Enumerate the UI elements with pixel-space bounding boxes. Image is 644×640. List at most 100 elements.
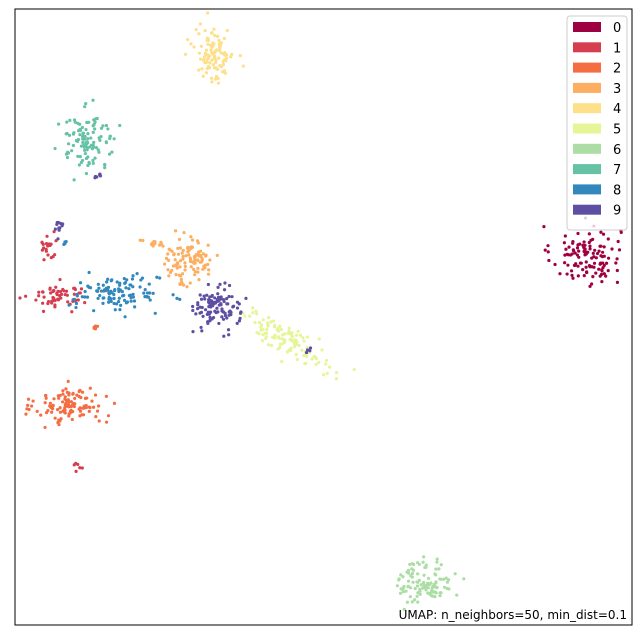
scatter-point	[198, 311, 202, 315]
series-4	[184, 11, 245, 85]
scatter-point	[219, 64, 224, 69]
scatter-point	[96, 296, 100, 301]
scatter-point	[117, 299, 121, 304]
scatter-point	[41, 290, 45, 294]
scatter-point	[86, 284, 90, 288]
scatter-point	[243, 314, 247, 318]
scatter-point	[415, 580, 419, 584]
scatter-point	[125, 300, 130, 304]
scatter-point	[206, 37, 210, 41]
scatter-point	[576, 231, 580, 236]
scatter-point	[424, 588, 428, 592]
scatter-point	[261, 333, 265, 337]
scatter-point	[43, 425, 47, 430]
scatter-point	[215, 306, 219, 310]
scatter-point	[83, 151, 87, 156]
scatter-point	[57, 396, 61, 400]
scatter-point	[606, 237, 610, 241]
scatter-point	[145, 295, 149, 299]
scatter-point	[52, 230, 56, 234]
scatter-point	[208, 61, 212, 65]
scatter-point	[103, 166, 107, 170]
scatter-point	[219, 41, 223, 45]
scatter-point	[46, 253, 50, 257]
scatter-point	[153, 311, 157, 315]
scatter-point	[280, 359, 284, 364]
scatter-point	[213, 296, 217, 300]
scatter-point	[63, 241, 67, 246]
scatter-point	[74, 469, 78, 473]
scatter-point	[430, 588, 434, 592]
scatter-point	[203, 297, 207, 301]
scatter-point	[198, 260, 202, 264]
scatter-point	[219, 303, 223, 307]
scatter-point	[61, 400, 65, 404]
scatter-point	[167, 274, 171, 278]
scatter-point	[209, 76, 214, 80]
scatter-point	[206, 243, 210, 247]
scatter-point	[166, 252, 170, 256]
scatter-point	[61, 392, 65, 396]
scatter-point	[93, 156, 97, 160]
scatter-point	[220, 309, 224, 313]
scatter-point	[51, 403, 55, 407]
scatter-point	[52, 397, 56, 401]
scatter-point	[133, 305, 137, 309]
scatter-point	[184, 52, 188, 56]
series-1	[18, 230, 108, 473]
scatter-point	[170, 268, 174, 272]
scatter-point	[587, 232, 591, 236]
scatter-point	[194, 253, 198, 257]
scatter-point	[225, 28, 229, 33]
scatter-point	[83, 148, 87, 152]
scatter-point	[215, 48, 219, 52]
scatter-point	[67, 405, 71, 409]
scatter-point	[259, 325, 263, 329]
scatter-point	[606, 269, 610, 273]
scatter-point	[71, 298, 75, 302]
scatter-point	[297, 343, 301, 347]
scatter-point	[220, 315, 224, 319]
scatter-point	[83, 396, 88, 401]
scatter-point	[87, 160, 91, 165]
scatter-point	[124, 286, 128, 290]
scatter-point	[43, 401, 47, 405]
scatter-point	[178, 265, 182, 269]
scatter-point	[106, 127, 110, 131]
scatter-point	[565, 252, 569, 256]
scatter-point	[26, 403, 30, 407]
scatter-point	[50, 410, 54, 414]
scatter-point	[435, 586, 439, 590]
scatter-point	[80, 158, 85, 163]
scatter-point	[37, 294, 41, 298]
series-6	[395, 555, 466, 611]
scatter-point	[419, 583, 423, 587]
scatter-point	[294, 338, 298, 342]
scatter-point	[235, 321, 239, 325]
scatter-point	[141, 238, 145, 243]
scatter-point	[221, 62, 226, 67]
scatter-point	[85, 140, 89, 144]
scatter-point	[113, 308, 117, 312]
scatter-point	[201, 74, 205, 78]
scatter-point	[606, 256, 611, 260]
scatter-point	[58, 290, 63, 294]
axes-frame	[14, 8, 633, 626]
scatter-point	[409, 574, 413, 578]
scatter-point	[159, 242, 164, 246]
scatter-point	[92, 326, 96, 330]
scatter-point	[81, 131, 86, 135]
scatter-point	[115, 302, 119, 306]
scatter-point	[72, 131, 76, 135]
scatter-point	[58, 294, 62, 298]
scatter-point	[83, 289, 87, 294]
scatter-point	[294, 342, 298, 346]
scatter-point	[334, 370, 339, 375]
scatter-point	[546, 250, 550, 254]
scatter-point	[35, 409, 39, 413]
scatter-point	[421, 560, 425, 564]
scatter-point	[218, 295, 222, 300]
scatter-point	[189, 260, 194, 264]
scatter-point	[53, 227, 57, 231]
